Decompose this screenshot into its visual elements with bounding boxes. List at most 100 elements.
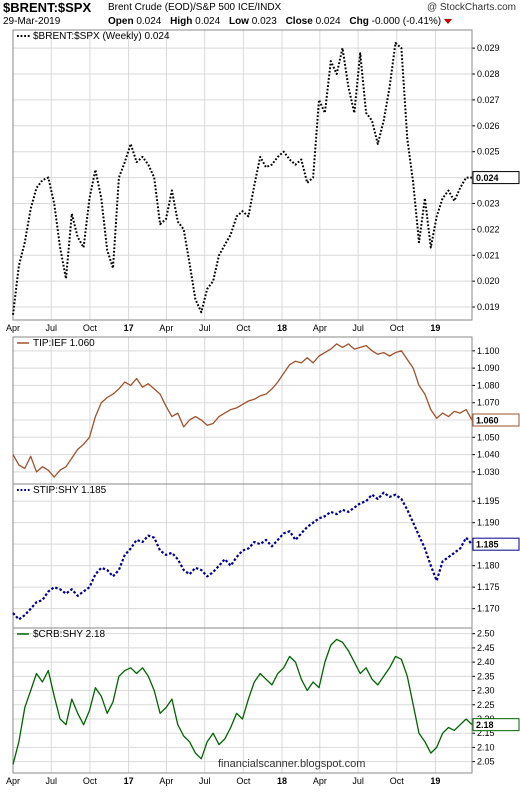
y-tick-label: 2.25 — [477, 700, 495, 710]
x-tick-label: 17 — [124, 323, 134, 333]
last-value-tag: 0.024 — [472, 171, 520, 185]
y-tick-label: 2.35 — [477, 671, 495, 681]
x-tick-label: 19 — [430, 776, 440, 786]
x-tick-label: Apr — [159, 323, 173, 333]
high-label: High — [170, 16, 193, 27]
x-tick-label: Apr — [313, 323, 327, 333]
y-tick-label: 2.50 — [477, 629, 495, 639]
y-tick-label: 2.10 — [477, 742, 495, 752]
y-tick-label: 0.019 — [477, 302, 500, 312]
close-label: Close — [285, 16, 313, 27]
y-tick-label: 1.070 — [477, 398, 500, 408]
y-tick-label: 0.029 — [477, 43, 500, 53]
y-tick-label: 1.190 — [477, 518, 500, 528]
chg-label: Chg — [349, 16, 369, 27]
last-value-box — [472, 718, 520, 732]
x-tick-label: Apr — [6, 323, 20, 333]
y-tick-label: 0.022 — [477, 224, 500, 234]
y-tick-label: 2.30 — [477, 686, 495, 696]
last-value-box — [472, 537, 520, 551]
series-line — [12, 343, 473, 478]
x-tick-label: Oct — [390, 776, 405, 786]
x-tick-label: Jul — [352, 323, 364, 333]
y-tick-label: 1.030 — [477, 467, 500, 477]
panel-frame — [12, 627, 473, 774]
chg-value: -0.000 (-0.41%) — [371, 16, 442, 27]
y-tick-label: 0.025 — [477, 147, 500, 157]
symbol-description: Brent Crude (EOD)/S&P 500 ICE/INDX — [108, 2, 282, 13]
x-tick-label: Jul — [352, 776, 364, 786]
chart-panel-1: 0.019 0.020 0.021 0.022 0.023 0.024 0.025 0.026… — [12, 29, 520, 321]
y-tick-label: 0.021 — [477, 250, 500, 260]
x-tick-label: Jul — [199, 323, 211, 333]
y-tick-label: 1.080 — [477, 380, 500, 390]
watermark-text: financialscanner.blogspot.com — [218, 758, 365, 770]
y-tick-label: 1.090 — [477, 363, 500, 373]
last-value-label: 2.18 — [476, 720, 494, 730]
chart-panel-2: 1.030 1.040 1.050 1.060 1.070 1.080 1.090 1.100… — [12, 336, 520, 485]
series-legend: TIP:IEF 1.060 — [17, 338, 95, 349]
x-tick-label: Jul — [199, 776, 211, 786]
series-legend: $CRB:SHY 2.18 — [17, 629, 106, 640]
series-legend: STIP:SHY 1.185 — [17, 485, 107, 496]
last-value-label: 1.060 — [476, 416, 499, 426]
brand-logo: @ StockCharts.com — [426, 2, 516, 13]
y-tick-label: 0.023 — [477, 198, 500, 208]
x-tick-label: 18 — [277, 323, 287, 333]
x-tick-label: Oct — [390, 323, 405, 333]
y-tick-label: 0.028 — [477, 69, 500, 79]
x-tick-label: Oct — [236, 323, 251, 333]
x-tick-label: Oct — [236, 776, 251, 786]
high-value: 0.024 — [195, 16, 221, 27]
y-tick-label: 0.026 — [477, 121, 500, 131]
y-tick-label: 1.195 — [477, 496, 500, 506]
open-label: Open — [108, 16, 134, 27]
y-tick-label: 1.040 — [477, 450, 500, 460]
low-value: 0.023 — [251, 16, 277, 27]
y-tick-label: 2.40 — [477, 657, 495, 667]
quote-date: 29-Mar-2019 — [3, 16, 61, 27]
x-tick-label: 19 — [430, 323, 440, 333]
x-tick-label: Apr — [159, 776, 173, 786]
y-tick-label: 1.180 — [477, 561, 500, 571]
last-value-label: 0.024 — [476, 173, 499, 183]
down-arrow-icon — [444, 18, 453, 24]
y-tick-label: 0.020 — [477, 276, 500, 286]
y-tick-label: 2.45 — [477, 643, 495, 653]
x-tick-label: Jul — [45, 776, 57, 786]
panel-frame — [12, 483, 473, 629]
last-value-box — [472, 413, 520, 427]
chart-panel-4: 2.052.102.152.202.252.302.352.402.452.50… — [12, 627, 520, 774]
close-value: 0.024 — [315, 16, 341, 27]
open-value: 0.024 — [136, 16, 162, 27]
y-tick-label: 2.15 — [477, 728, 495, 738]
last-value-box — [472, 171, 520, 185]
last-value-tag: 2.18 — [472, 718, 520, 732]
low-label: Low — [228, 16, 249, 27]
panel-frame — [12, 336, 473, 485]
y-tick-label: 1.175 — [477, 582, 500, 592]
chart-header: $BRENT:$SPX Brent Crude (EOD)/S&P 500 IC… — [0, 0, 520, 30]
x-tick-label: Jul — [45, 323, 57, 333]
x-tick-label: Apr — [313, 776, 327, 786]
y-tick-label: 0.027 — [477, 95, 500, 105]
x-tick-label: 17 — [124, 776, 134, 786]
series-line — [12, 638, 473, 765]
x-tick-label: Oct — [83, 776, 98, 786]
last-value-label: 1.185 — [476, 540, 499, 550]
y-tick-label: 1.100 — [477, 346, 500, 356]
symbol-title: $BRENT:$SPX — [3, 0, 92, 15]
ohlc-summary: Open 0.024 High 0.024 Low 0.023 Close 0.… — [108, 16, 453, 27]
x-tick-label: Apr — [6, 776, 20, 786]
panel-frame — [12, 29, 473, 321]
series-legend: $BRENT:$SPX (Weekly) 0.024 — [17, 31, 170, 42]
y-tick-label: 1.050 — [477, 432, 500, 442]
legend-label: STIP:SHY 1.185 — [33, 485, 107, 496]
y-tick-label: 1.170 — [477, 604, 500, 614]
legend-label: $CRB:SHY 2.18 — [33, 629, 106, 640]
x-tick-label: 18 — [277, 776, 287, 786]
y-tick-label: 2.05 — [477, 757, 495, 767]
series-line — [12, 41, 472, 315]
legend-label: $BRENT:$SPX (Weekly) 0.024 — [33, 31, 170, 42]
